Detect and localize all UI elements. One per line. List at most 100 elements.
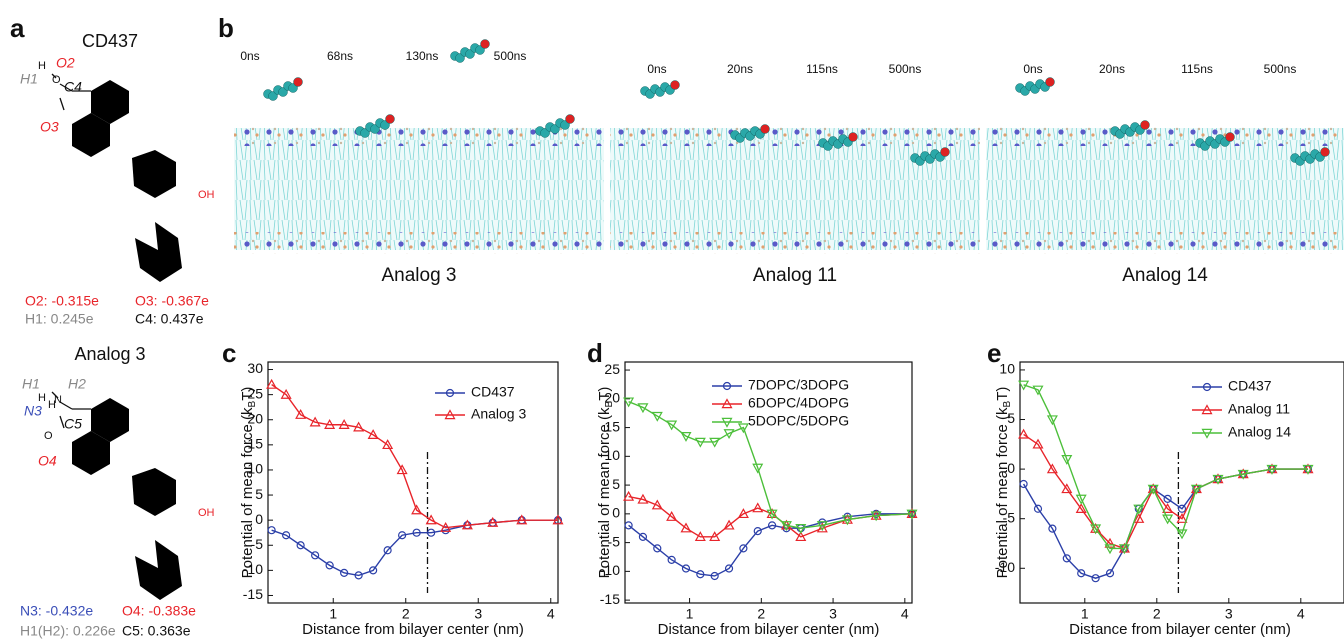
time-label: 130ns <box>406 49 439 63</box>
marker <box>354 571 363 580</box>
legend-marker <box>721 417 733 428</box>
marker <box>737 423 749 434</box>
marker <box>1062 554 1071 563</box>
y-tick-label: -5 <box>1003 509 1016 525</box>
marker <box>1133 504 1145 515</box>
series-line <box>1023 384 1308 550</box>
head-groups <box>610 232 980 254</box>
membrane-tails <box>986 128 1344 250</box>
membrane-tails <box>234 128 604 250</box>
y-tick-label: -10 <box>600 562 620 578</box>
marker <box>752 502 764 513</box>
marker <box>396 464 408 475</box>
marker <box>694 437 706 448</box>
head-groups <box>986 232 1344 254</box>
x-tick-label: 2 <box>757 606 765 622</box>
y-tick-label: 25 <box>247 385 263 401</box>
marker <box>1018 380 1030 391</box>
marker <box>1266 464 1278 475</box>
atom: O <box>44 430 53 442</box>
atom: OH <box>198 189 215 201</box>
charge: O2: -0.315e <box>25 293 99 309</box>
marker <box>412 528 421 537</box>
marker <box>1237 469 1249 480</box>
marker <box>1147 484 1159 495</box>
series-line <box>271 519 558 577</box>
marker <box>1061 483 1073 494</box>
marker <box>737 508 749 519</box>
x-axis-label: Distance from bilayer center (nm) <box>1069 621 1291 638</box>
time-label: 0ns <box>1023 62 1042 76</box>
head-groups <box>234 124 604 146</box>
head-groups <box>986 124 1344 146</box>
y-tick-label: 5 <box>255 486 263 502</box>
marker <box>1075 503 1087 513</box>
atom: O2 <box>56 55 75 71</box>
charge: H1: 0.245e <box>25 311 94 327</box>
marker <box>411 504 423 515</box>
legend-marker <box>1202 382 1212 392</box>
legend-label: CD437 <box>1228 378 1272 394</box>
marker <box>906 509 918 520</box>
y-tick-label: 30 <box>247 360 263 376</box>
atom: N3 <box>24 403 42 419</box>
atom: O3 <box>40 119 59 135</box>
y-tick-label: 15 <box>247 436 263 452</box>
marker <box>767 521 777 530</box>
panel-label: b <box>218 13 234 43</box>
marker <box>623 397 635 408</box>
marker <box>816 521 828 532</box>
atom: C5 <box>64 416 82 432</box>
legend-marker <box>722 381 732 391</box>
panel-label: e <box>987 338 1001 368</box>
y-axis-label: Potential of mean force (kBT) <box>239 387 258 579</box>
marker <box>651 499 663 510</box>
marker <box>637 403 649 414</box>
molecule-atom <box>670 80 680 90</box>
marker <box>870 511 882 522</box>
marker <box>780 521 792 532</box>
atom: H <box>38 60 46 72</box>
charge: O3: -0.367e <box>135 293 209 309</box>
legend-marker <box>1201 428 1213 439</box>
x-tick-label: 1 <box>686 606 694 622</box>
y-axis-label-part: B <box>1002 400 1013 407</box>
atom: O4 <box>38 453 57 469</box>
legend-marker <box>445 388 455 398</box>
marker <box>724 564 734 573</box>
x-tick-label: 2 <box>1153 606 1161 622</box>
marker <box>440 521 452 532</box>
molecule-atom <box>1140 120 1150 130</box>
charge: O4: -0.383e <box>122 603 196 619</box>
x-tick-label: 4 <box>901 606 909 622</box>
legend-label: Analog 14 <box>1228 424 1291 440</box>
molecule-name: CD437 <box>82 31 138 51</box>
y-tick-label: 0 <box>612 505 620 521</box>
y-tick-label: -10 <box>995 559 1015 575</box>
molecule-atom <box>385 114 395 124</box>
x-tick-label: 3 <box>474 606 482 622</box>
y-tick-label: -15 <box>243 586 263 602</box>
marker <box>309 416 321 427</box>
marker <box>1118 544 1130 555</box>
y-axis-label-part: Potential of mean force (k <box>239 407 256 578</box>
y-tick-label: 10 <box>604 447 620 463</box>
atom: H1 <box>22 376 40 392</box>
marker <box>795 531 807 542</box>
marker <box>266 378 278 389</box>
marker <box>1302 464 1314 475</box>
marker <box>795 524 807 534</box>
x-axis-label: Distance from bilayer center (nm) <box>658 621 880 638</box>
marker <box>1090 524 1102 535</box>
atom: N <box>54 394 62 406</box>
x-tick-label: 3 <box>1225 606 1233 622</box>
series-line <box>628 495 913 538</box>
y-tick-label: 0 <box>1007 460 1015 476</box>
plot-frame <box>1019 361 1344 604</box>
plot-frame <box>267 361 559 604</box>
molecule-atom <box>940 147 950 157</box>
time-label: 20ns <box>1099 62 1125 76</box>
legend-label: 7DOPC/3DOPG <box>748 377 849 393</box>
marker <box>1019 479 1028 489</box>
marker <box>367 429 379 440</box>
